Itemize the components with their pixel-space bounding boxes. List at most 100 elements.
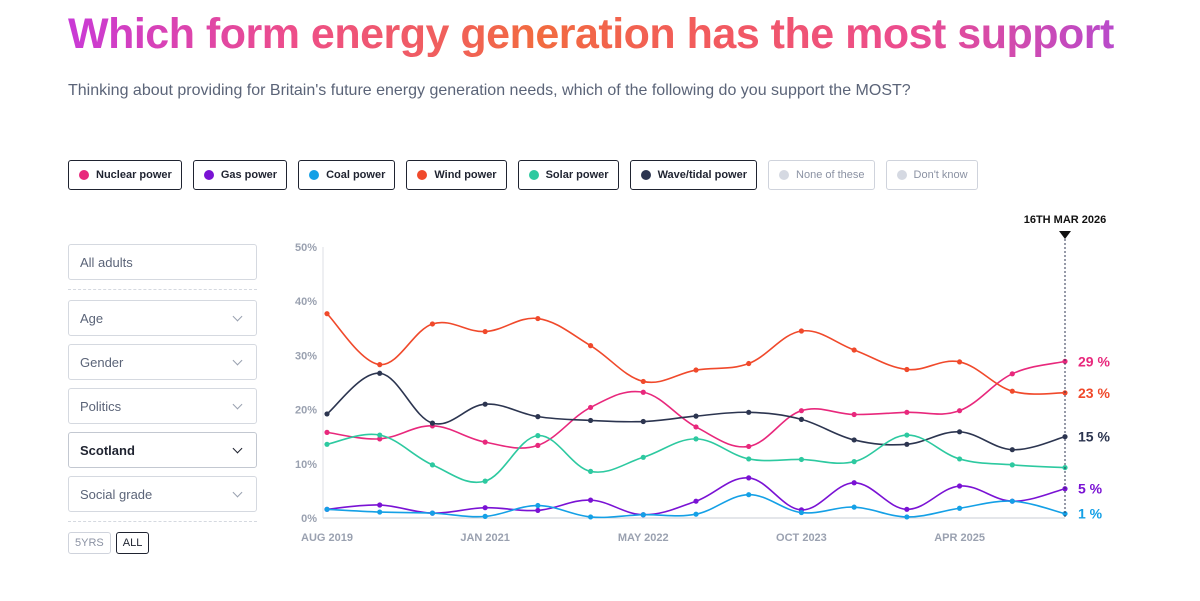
data-point-wave-tidal-power[interactable]	[746, 409, 752, 415]
data-point-wind-power[interactable]	[640, 378, 646, 385]
data-point-solar-power[interactable]	[746, 456, 752, 462]
data-point-wave-tidal-power[interactable]	[482, 401, 488, 407]
data-point-wind-power[interactable]	[693, 367, 699, 373]
data-point-wave-tidal-power[interactable]	[429, 420, 436, 426]
series-line-wind-power[interactable]	[326, 313, 1066, 395]
data-point-wave-tidal-power[interactable]	[956, 429, 963, 435]
data-point-gas-power[interactable]	[746, 475, 752, 481]
data-point-solar-power[interactable]	[798, 456, 805, 463]
data-point-coal-power[interactable]	[956, 505, 963, 511]
data-point-wind-power[interactable]	[429, 321, 436, 327]
data-point-wave-tidal-power[interactable]	[640, 418, 646, 425]
data-point-wind-power[interactable]	[377, 362, 383, 368]
range-all-button[interactable]: ALL	[115, 532, 150, 554]
data-point-solar-power[interactable]	[1009, 462, 1015, 468]
data-point-gas-power[interactable]	[851, 480, 857, 486]
data-point-solar-power[interactable]	[640, 454, 646, 460]
data-point-wind-power[interactable]	[904, 366, 910, 373]
data-point-nuclear-power[interactable]	[587, 404, 594, 411]
data-point-solar-power[interactable]	[587, 468, 594, 474]
data-point-nuclear-power[interactable]	[324, 429, 330, 435]
age-dropdown[interactable]: Age	[68, 300, 257, 336]
data-point-solar-power[interactable]	[904, 432, 910, 438]
data-point-nuclear-power[interactable]	[640, 389, 646, 395]
data-point-nuclear-power[interactable]	[956, 408, 963, 414]
region-dropdown[interactable]: Scotland	[68, 432, 257, 468]
population-field[interactable]: All adults	[68, 244, 257, 280]
data-point-coal-power[interactable]	[640, 512, 646, 518]
legend-chip-wave-tidal[interactable]: Wave/tidal power	[629, 160, 758, 190]
data-point-wave-tidal-power[interactable]	[535, 414, 541, 420]
data-point-coal-power[interactable]	[746, 492, 752, 498]
data-point-wave-tidal-power[interactable]	[798, 416, 805, 422]
series-line-gas-power[interactable]	[326, 477, 1066, 516]
data-point-coal-power[interactable]	[798, 509, 805, 516]
data-point-nuclear-power[interactable]	[377, 436, 383, 442]
data-point-wind-power[interactable]	[746, 360, 752, 367]
data-point-coal-power[interactable]	[482, 513, 488, 519]
data-point-solar-power[interactable]	[377, 432, 383, 438]
data-point-coal-power[interactable]	[1062, 511, 1068, 517]
data-point-wave-tidal-power[interactable]	[1009, 447, 1015, 453]
data-point-solar-power[interactable]	[324, 441, 330, 447]
legend-chip-coal[interactable]: Coal power	[298, 160, 396, 190]
data-point-nuclear-power[interactable]	[904, 409, 910, 415]
data-point-solar-power[interactable]	[956, 456, 963, 462]
data-point-coal-power[interactable]	[904, 514, 910, 520]
series-line-nuclear-power[interactable]	[326, 360, 1066, 449]
data-point-wave-tidal-power[interactable]	[693, 413, 699, 419]
data-point-wind-power[interactable]	[535, 315, 541, 322]
data-point-solar-power[interactable]	[482, 478, 488, 484]
legend-chip-gas[interactable]: Gas power	[192, 160, 288, 190]
data-point-nuclear-power[interactable]	[1009, 371, 1015, 377]
data-point-coal-power[interactable]	[429, 510, 436, 516]
politics-dropdown[interactable]: Politics	[68, 388, 257, 424]
data-point-nuclear-power[interactable]	[482, 439, 488, 445]
data-point-nuclear-power[interactable]	[851, 411, 857, 418]
legend-chip-dont-know[interactable]: Don't know	[885, 160, 978, 190]
data-point-wave-tidal-power[interactable]	[377, 370, 383, 376]
gender-dropdown[interactable]: Gender	[68, 344, 257, 380]
data-point-gas-power[interactable]	[904, 506, 910, 512]
data-point-solar-power[interactable]	[535, 433, 541, 439]
data-point-gas-power[interactable]	[482, 505, 488, 511]
data-point-nuclear-power[interactable]	[1062, 358, 1068, 364]
legend-chip-none[interactable]: None of these	[768, 160, 875, 190]
data-point-coal-power[interactable]	[851, 504, 857, 510]
data-point-wind-power[interactable]	[851, 347, 857, 353]
series-line-solar-power[interactable]	[326, 433, 1066, 484]
social-grade-dropdown[interactable]: Social grade	[68, 476, 257, 512]
data-point-wind-power[interactable]	[324, 311, 330, 317]
data-point-wave-tidal-power[interactable]	[851, 437, 857, 443]
data-point-solar-power[interactable]	[429, 462, 436, 468]
legend-chip-solar[interactable]: Solar power	[517, 160, 619, 190]
data-point-gas-power[interactable]	[587, 497, 594, 503]
data-point-coal-power[interactable]	[693, 511, 699, 517]
data-point-solar-power[interactable]	[693, 436, 699, 442]
data-point-nuclear-power[interactable]	[746, 443, 752, 450]
data-point-coal-power[interactable]	[535, 502, 541, 509]
data-point-wind-power[interactable]	[956, 359, 963, 365]
data-point-nuclear-power[interactable]	[693, 424, 699, 430]
data-point-wind-power[interactable]	[1009, 388, 1015, 394]
data-point-nuclear-power[interactable]	[798, 408, 805, 414]
data-point-wave-tidal-power[interactable]	[904, 441, 910, 447]
legend-chip-nuclear[interactable]: Nuclear power	[68, 160, 182, 190]
data-point-gas-power[interactable]	[693, 498, 699, 504]
legend-chip-wind[interactable]: Wind power	[406, 160, 507, 190]
data-point-wind-power[interactable]	[482, 328, 488, 335]
data-point-wind-power[interactable]	[798, 328, 805, 334]
data-point-wave-tidal-power[interactable]	[587, 417, 594, 424]
data-point-solar-power[interactable]	[851, 459, 857, 465]
data-point-wave-tidal-power[interactable]	[324, 411, 330, 417]
data-point-coal-power[interactable]	[587, 514, 594, 520]
data-point-gas-power[interactable]	[956, 483, 963, 489]
data-point-gas-power[interactable]	[377, 502, 383, 508]
range-5yrs-button[interactable]: 5YRS	[68, 532, 111, 554]
data-point-coal-power[interactable]	[324, 506, 330, 512]
data-point-coal-power[interactable]	[1009, 498, 1015, 504]
data-point-gas-power[interactable]	[535, 507, 541, 514]
data-point-nuclear-power[interactable]	[535, 442, 541, 448]
data-point-coal-power[interactable]	[377, 509, 383, 515]
data-point-wind-power[interactable]	[587, 343, 594, 349]
